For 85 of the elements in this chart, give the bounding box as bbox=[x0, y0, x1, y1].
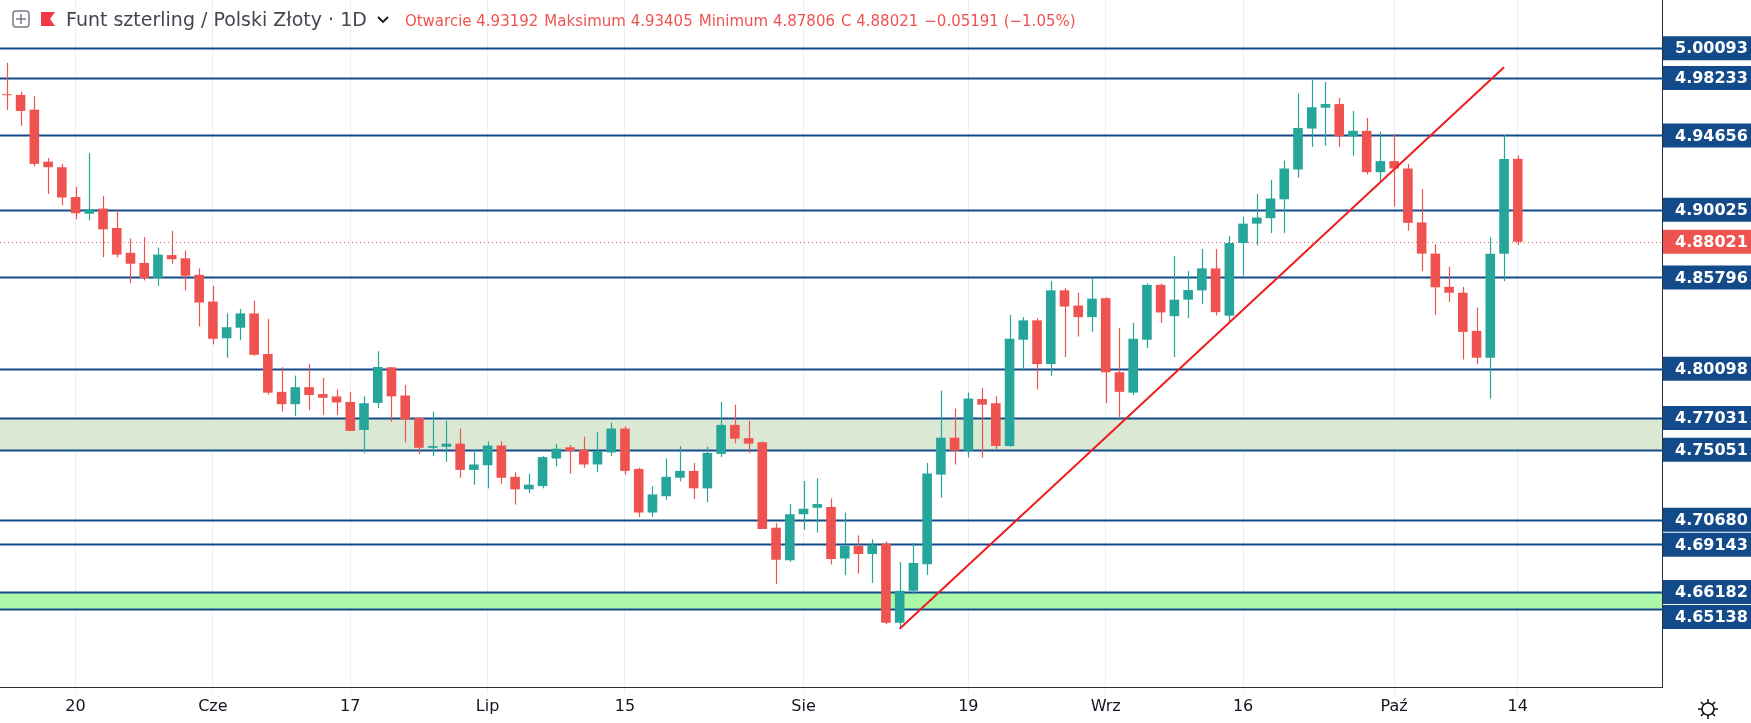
candlestick bbox=[592, 431, 603, 473]
candlestick bbox=[647, 485, 658, 518]
annotation: Otwarcie 4.93192 bbox=[404, 11, 539, 30]
x-tick-label: 15 bbox=[614, 695, 636, 715]
candlestick bbox=[578, 436, 589, 469]
candlestick bbox=[180, 249, 191, 291]
candlestick bbox=[743, 420, 754, 454]
candlestick bbox=[469, 449, 479, 486]
candlestick bbox=[15, 91, 26, 127]
ref-line-label: 4.66182 bbox=[1675, 582, 1748, 602]
candlestick bbox=[153, 246, 163, 287]
x-tick-label: 17 bbox=[340, 695, 361, 715]
ref-line-label: 4.90025 bbox=[1675, 199, 1748, 219]
candlestick bbox=[1169, 255, 1180, 358]
candlestick bbox=[661, 457, 671, 501]
ref-line-label: 4.70680 bbox=[1675, 509, 1748, 529]
candlestick bbox=[1306, 79, 1317, 148]
candlestick bbox=[675, 445, 685, 483]
candlestick bbox=[221, 312, 232, 359]
candlestick bbox=[427, 410, 438, 457]
candlestick bbox=[1444, 266, 1454, 303]
candlestick bbox=[730, 404, 740, 444]
candlestick bbox=[331, 388, 342, 416]
x-tick-label: Cze bbox=[198, 695, 228, 715]
x-tick-label: Sie bbox=[791, 695, 816, 715]
candlestick bbox=[304, 363, 314, 411]
chart-title: Funt szterling / Polski Złoty · 1D bbox=[66, 8, 367, 30]
ref-line-label: 4.69143 bbox=[1675, 534, 1748, 554]
candlestick bbox=[43, 157, 53, 195]
annotation: Minimum 4.87806 bbox=[698, 11, 835, 30]
candlestick bbox=[317, 377, 328, 416]
ref-line-label: 4.77031 bbox=[1675, 408, 1748, 428]
ref-line-label: 4.85796 bbox=[1675, 267, 1748, 287]
candlestick bbox=[276, 366, 287, 413]
ref-line-label: 5.00093 bbox=[1675, 38, 1748, 58]
candlestick bbox=[2, 62, 12, 111]
candlestick bbox=[482, 440, 493, 489]
ref-line-label: 4.94656 bbox=[1675, 125, 1748, 145]
candlestick bbox=[812, 477, 823, 534]
candlestick bbox=[688, 462, 699, 500]
ref-line-label: 4.65138 bbox=[1675, 607, 1748, 627]
candlestick bbox=[1183, 270, 1193, 319]
candlestick bbox=[1087, 277, 1097, 333]
candlestick bbox=[853, 534, 864, 575]
candlestick bbox=[1059, 287, 1070, 358]
candlestick bbox=[400, 384, 411, 443]
candlestick bbox=[977, 387, 987, 459]
candlestick bbox=[1265, 179, 1276, 234]
annotation: Maksimum 4.93405 bbox=[544, 11, 693, 30]
candlestick bbox=[1320, 81, 1331, 147]
x-tick-label: 20 bbox=[65, 695, 86, 715]
x-tick-label: 14 bbox=[1507, 695, 1528, 715]
candlestick bbox=[1018, 316, 1029, 372]
candlestick bbox=[1348, 110, 1358, 157]
candlestick bbox=[1197, 248, 1207, 305]
candlestick bbox=[1238, 216, 1248, 277]
annotation: C 4.88021 bbox=[841, 11, 919, 30]
candlestick bbox=[70, 186, 81, 220]
candlestick bbox=[84, 152, 95, 222]
candlestick bbox=[565, 444, 575, 475]
ref-line-label: 4.98233 bbox=[1675, 68, 1748, 88]
x-tick-label: Wrz bbox=[1090, 695, 1121, 715]
candlestick bbox=[510, 471, 520, 506]
ref-line-label: 4.80098 bbox=[1675, 358, 1748, 378]
annotation: −0.05191 (−1.05%) bbox=[924, 11, 1076, 30]
candlestick bbox=[839, 511, 850, 576]
candlestick bbox=[290, 375, 301, 417]
x-tick-label: Lip bbox=[475, 695, 500, 715]
x-tick-label: Paź bbox=[1380, 695, 1408, 715]
candlestick bbox=[1375, 131, 1386, 182]
candlestick bbox=[949, 408, 960, 466]
ref-line-label: 4.75051 bbox=[1675, 439, 1748, 459]
candlestick bbox=[235, 308, 246, 341]
candlestick bbox=[166, 230, 177, 265]
x-tick-label: 16 bbox=[1232, 695, 1254, 715]
candlestick bbox=[606, 422, 617, 457]
ref-line-label: 4.88021 bbox=[1675, 231, 1748, 251]
candlestick bbox=[867, 538, 878, 584]
candlestick bbox=[139, 236, 150, 282]
candlestick bbox=[1114, 327, 1125, 418]
x-tick-label: 19 bbox=[958, 695, 979, 715]
candlestick bbox=[1073, 292, 1084, 338]
candlestick bbox=[1251, 193, 1262, 246]
candlestick bbox=[1389, 133, 1399, 208]
candlestick bbox=[551, 443, 562, 467]
